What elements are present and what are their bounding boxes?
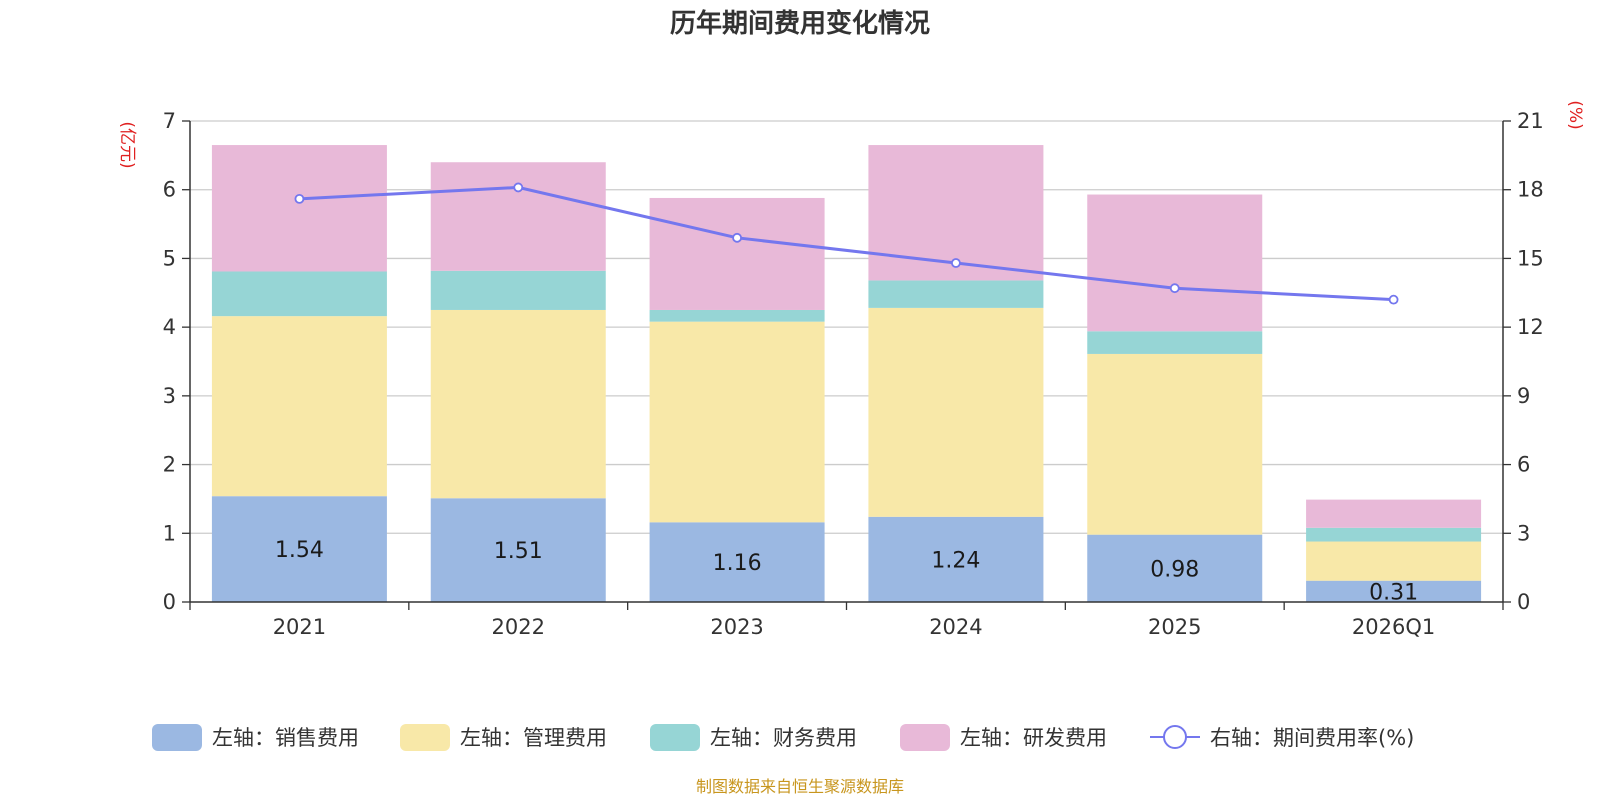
bar-segment (1087, 331, 1263, 354)
x-axis-tick-label: 2026Q1 (1352, 615, 1435, 639)
bar-segment (211, 316, 387, 497)
bar-segment (430, 270, 606, 310)
legend: 左轴：销售费用 左轴：管理费用 左轴：财务费用 左轴：研发费用 右轴：期间费用率(%) (152, 724, 1414, 751)
source-note: 制图数据来自恒生聚源数据库 (696, 777, 904, 796)
bar-segment (430, 162, 606, 271)
bar-segment (1306, 541, 1482, 581)
bar-segment (211, 496, 387, 602)
x-axis-tick-label: 2025 (1148, 615, 1201, 639)
legend-swatch[interactable] (900, 724, 950, 751)
right-axis-tick-label: 9 (1517, 384, 1530, 408)
bar-segment (868, 516, 1044, 602)
rate-point (951, 258, 961, 268)
bar-segment (211, 271, 387, 317)
bar-segment (430, 309, 606, 499)
left-axis-tick-label: 2 (163, 453, 176, 477)
bar-value-label: 0.31 (1369, 580, 1418, 605)
rate-point (1388, 294, 1399, 305)
left-axis-tick-label: 0 (163, 590, 176, 614)
rate-point (294, 193, 305, 204)
bar-segment (868, 307, 1044, 517)
legend-line-marker[interactable] (1163, 725, 1187, 749)
left-axis-tick-label: 7 (163, 109, 176, 133)
x-axis-tick-label: 2024 (929, 615, 982, 639)
right-axis-tick-label: 3 (1517, 521, 1530, 545)
right-axis-tick-label: 21 (1517, 109, 1544, 133)
bar-segment (211, 145, 387, 272)
bar-segment (430, 498, 606, 602)
legend-swatch[interactable] (650, 724, 700, 751)
bar-segment (1087, 353, 1263, 535)
right-axis-tick-label: 6 (1517, 453, 1530, 477)
legend-swatch[interactable] (152, 724, 202, 751)
bar-segment (1306, 527, 1482, 542)
right-axis-tick-label: 15 (1517, 246, 1544, 270)
bars (211, 145, 1482, 602)
bar-segment (649, 309, 825, 322)
left-axis-tick-label: 5 (163, 246, 176, 270)
right-axis-unit: (%) (1565, 100, 1585, 129)
legend-label[interactable]: 左轴：研发费用 (960, 726, 1107, 750)
line-series (294, 182, 1399, 305)
right-axis-tick-label: 12 (1517, 315, 1544, 339)
bar-segment (868, 145, 1044, 281)
left-axis-tick-label: 1 (163, 521, 176, 545)
chart-title: 历年期间费用变化情况 (670, 8, 930, 39)
x-axis-tick-label: 2022 (492, 615, 545, 639)
legend-label[interactable]: 左轴：销售费用 (212, 726, 359, 750)
bar-segment (1087, 194, 1263, 332)
bar-value-label: 0.98 (1150, 557, 1199, 582)
left-axis-tick-label: 3 (163, 384, 176, 408)
bar-segment (649, 197, 825, 310)
legend-label[interactable]: 左轴：财务费用 (710, 726, 857, 750)
bar-value-labels: 1.54 1.51 1.16 1.24 0.98 0.31 (275, 538, 1418, 605)
rate-point (1169, 283, 1180, 294)
x-axis-tick-label: 2021 (273, 615, 326, 639)
bar-segment (649, 522, 825, 602)
bar-segment (649, 321, 825, 523)
right-axis-tick-label: 18 (1517, 178, 1544, 202)
legend-label[interactable]: 左轴：管理费用 (460, 726, 607, 750)
right-axis-tick-label: 0 (1517, 590, 1530, 614)
bar-value-label: 1.16 (713, 551, 762, 576)
bar-segment (1087, 534, 1263, 602)
legend-label[interactable]: 右轴：期间费用率(%) (1210, 726, 1414, 750)
left-axis-tick-label: 4 (163, 315, 176, 339)
gridlines (190, 120, 1503, 534)
bar-segment (868, 280, 1044, 308)
bar-value-label: 1.51 (494, 539, 543, 564)
bar-segment (1306, 580, 1482, 602)
rate-point (513, 182, 524, 193)
x-axis-tick-label: 2023 (710, 615, 763, 639)
bar-value-label: 1.54 (275, 538, 324, 563)
bar-segment (1306, 499, 1482, 528)
rate-line (299, 185, 1394, 302)
rate-point (732, 232, 742, 243)
legend-swatch[interactable] (400, 724, 450, 751)
left-axis-unit: (亿元) (117, 121, 137, 168)
left-axis-tick-label: 6 (163, 178, 176, 202)
bar-value-label: 1.24 (931, 548, 980, 573)
